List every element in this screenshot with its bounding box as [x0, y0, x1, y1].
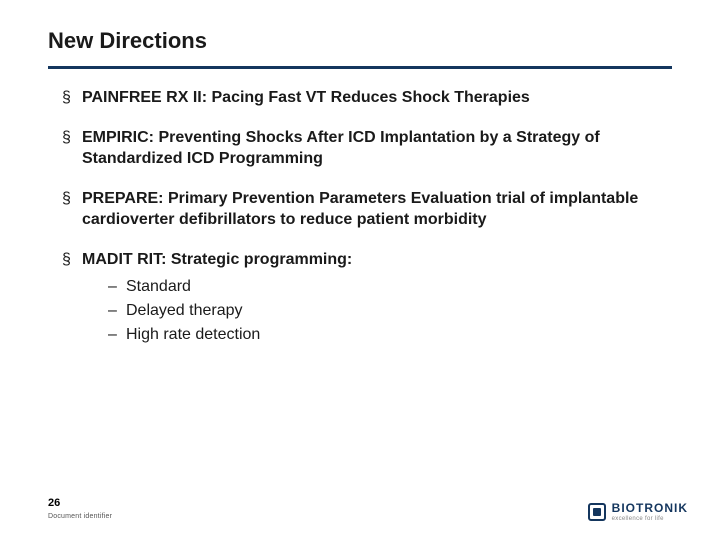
slide: New Directions PAINFREE RX II: Pacing Fa…	[0, 0, 720, 540]
sub-bullet-item: Standard	[108, 275, 672, 299]
logo-text: BIOTRONIK excellence for life	[612, 502, 688, 522]
slide-title: New Directions	[48, 28, 672, 54]
document-identifier: Document identifier	[48, 513, 112, 520]
content-area: PAINFREE RX II: Pacing Fast VT Reduces S…	[48, 69, 672, 347]
bullet-bold-text: EMPIRIC: Preventing Shocks After ICD Imp…	[82, 129, 600, 168]
logo-name: BIOTRONIK	[612, 502, 688, 514]
sub-bullet-item: Delayed therapy	[108, 299, 672, 323]
bullet-item: MADIT RIT: Strategic programming: Standar…	[62, 249, 672, 347]
bullet-bold-text: MADIT RIT: Strategic programming:	[82, 251, 352, 268]
sub-bullet-list: StandardDelayed therapyHigh rate detecti…	[82, 275, 672, 347]
logo-icon	[588, 503, 606, 521]
sub-bullet-item: High rate detection	[108, 323, 672, 347]
bullet-list: PAINFREE RX II: Pacing Fast VT Reduces S…	[62, 87, 672, 347]
bullet-item: PREPARE: Primary Prevention Parameters E…	[62, 188, 672, 231]
brand-logo: BIOTRONIK excellence for life	[588, 502, 688, 522]
bullet-item: PAINFREE RX II: Pacing Fast VT Reduces S…	[62, 87, 672, 109]
logo-icon-inner	[593, 508, 601, 516]
footer: 26 Document identifier	[48, 497, 112, 520]
bullet-item: EMPIRIC: Preventing Shocks After ICD Imp…	[62, 127, 672, 170]
bullet-bold-text: PAINFREE RX II: Pacing Fast VT Reduces S…	[82, 89, 530, 106]
bullet-bold-text: PREPARE: Primary Prevention Parameters E…	[82, 190, 638, 229]
page-number: 26	[48, 497, 112, 509]
logo-tagline: excellence for life	[612, 516, 688, 522]
